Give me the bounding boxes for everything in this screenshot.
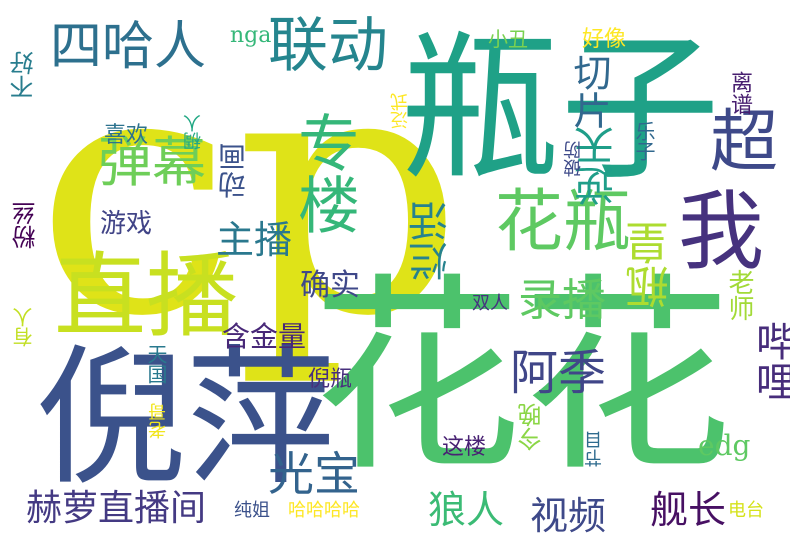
word-zhelou: 这楼 (442, 435, 487, 460)
word-diantai: 电台 (728, 500, 764, 521)
word-cp: cp (35, 11, 464, 391)
word-chunjie: 纯姐 (234, 500, 270, 521)
word-donghua: 动画 (217, 143, 250, 199)
word-nitian: 逆天 (575, 126, 621, 206)
word-haoxiang: 好像 (582, 27, 627, 52)
word-wo: 我 (678, 182, 764, 282)
word-jiemu: 节目 (584, 431, 605, 467)
word-cloud: cp 花花 瓶子 倪萍 直播 四哈人 联动 花瓶 弹幕 我 超 切片 专楼 主播… (10, 11, 790, 533)
word-youxi: 游戏 (100, 209, 153, 239)
word-jianzhang: 舰长 (650, 488, 727, 532)
word-pofang: 破防 (563, 141, 584, 177)
word-edg: edg (698, 429, 751, 462)
word-huahua: 花花 (312, 255, 733, 500)
word-xihuan: 喜欢 (104, 123, 149, 148)
word-chouren: 稠人 (183, 114, 204, 150)
word-xiaochou: 小丑 (488, 27, 528, 51)
word-shipin: 视频 (530, 494, 607, 533)
word-lipu: 离谱 (727, 71, 752, 115)
word-heluo: 赫萝直播间 (26, 488, 207, 529)
word-laoge: 老哥 (148, 403, 169, 439)
word-laoshi: 老师 (724, 269, 754, 321)
word-buhao: 不好 (10, 51, 38, 99)
word-liandong: 联动 (268, 11, 388, 81)
word-shuangren: 双人 (472, 293, 508, 314)
word-niping2: 倪瓶 (308, 367, 353, 392)
word-pingzi: 瓶子 (400, 15, 721, 202)
word-jinwan: 今晚 (518, 403, 546, 451)
word-lezi: 乐子 (632, 121, 656, 161)
word-bilibili: 哔哩 (749, 321, 790, 401)
word-niping: 倪萍 (36, 332, 337, 506)
word-qiepian: 切片 (567, 53, 611, 129)
word-zhubo: 主播 (216, 218, 293, 262)
word-nga: nga (230, 23, 272, 48)
word-youren: 有人 (12, 307, 36, 347)
word-siharen: 四哈人 (50, 17, 207, 77)
word-danmu: 弹幕 (98, 131, 206, 194)
word-hanjinliang: 含金量 (222, 320, 307, 353)
word-hahaha: 哈哈哈哈 (288, 500, 360, 521)
word-tianguo: 天国 (144, 344, 168, 384)
word-huaping: 花瓶 (495, 183, 632, 262)
word-zhuanlou: 专楼 (287, 111, 360, 235)
word-queshi: 确实 (300, 268, 360, 303)
word-fensi: 粉丝 (12, 201, 40, 249)
word-lanhuo: 烂活 (409, 201, 455, 281)
word-aji: 阿季 (510, 345, 607, 401)
word-pinghuang: 瓶皇 (626, 221, 677, 309)
word-luzhi: 录播 (518, 275, 606, 326)
word-guangbao: 光宝 (268, 447, 360, 501)
word-zhibo: 直播 (54, 243, 239, 350)
word-langren: 狼人 (428, 488, 505, 532)
word-fanshi: 泛式 (390, 93, 411, 129)
word-chao: 超 (710, 103, 779, 182)
